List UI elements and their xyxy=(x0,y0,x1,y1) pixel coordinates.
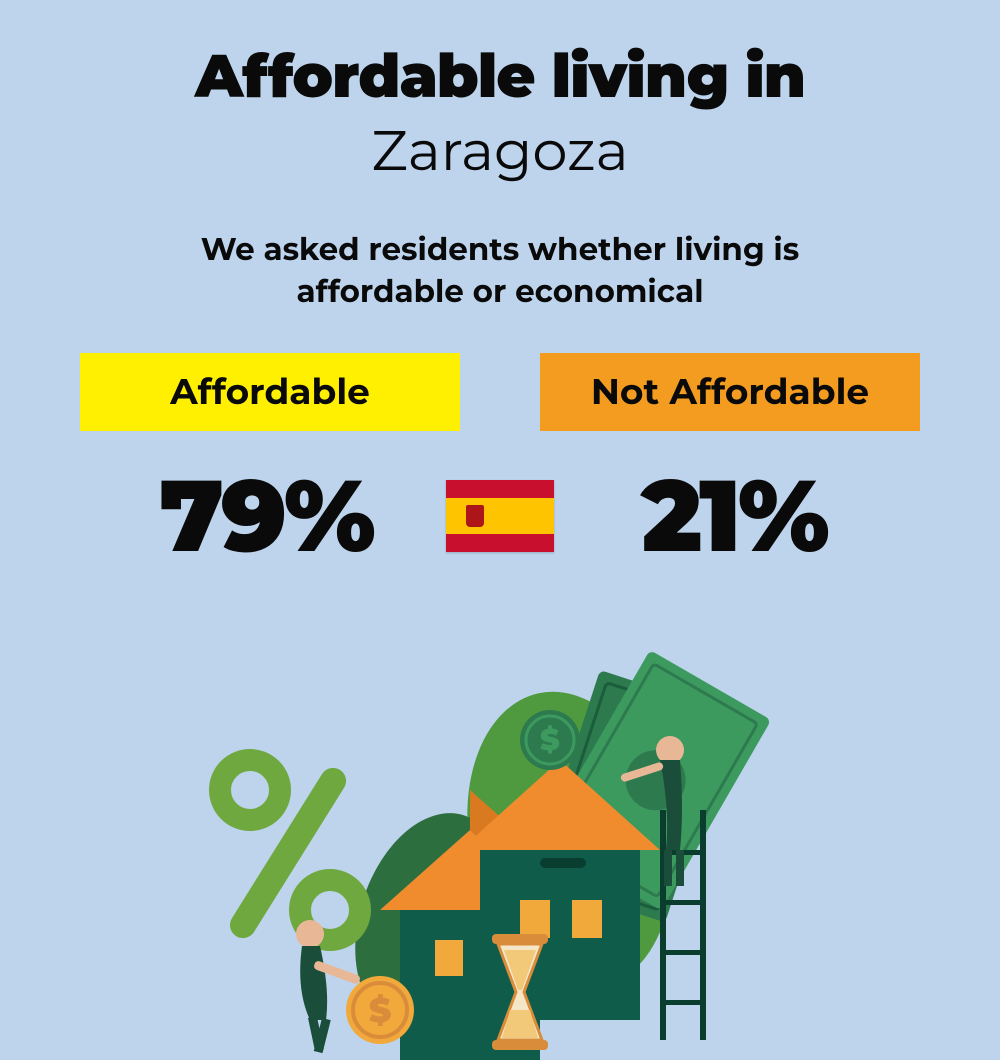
svg-text:$: $ xyxy=(369,989,391,1031)
options-row: Affordable Not Affordable xyxy=(0,353,1000,431)
percents-row: 79% 21% xyxy=(0,455,1000,577)
title-line1: Affordable living in xyxy=(0,40,1000,113)
option-not-affordable-label: Not Affordable xyxy=(591,370,869,414)
header: Affordable living in Zaragoza xyxy=(0,0,1000,185)
spain-flag-icon xyxy=(446,480,554,552)
svg-text:$: $ xyxy=(540,721,560,758)
housing-illustration: $ $ xyxy=(180,640,820,1060)
flag-stripe-top xyxy=(446,480,554,498)
option-affordable: Affordable xyxy=(80,353,460,431)
subtitle: We asked residents whether living is aff… xyxy=(120,229,880,313)
percent-affordable: 79% xyxy=(116,455,416,577)
flag-emblem xyxy=(466,505,484,527)
option-affordable-label: Affordable xyxy=(170,370,370,414)
option-not-affordable: Not Affordable xyxy=(540,353,920,431)
percent-not-affordable: 21% xyxy=(584,455,884,577)
title-line2: Zaragoza xyxy=(0,117,1000,185)
flag-stripe-bottom xyxy=(446,534,554,552)
flag-stripe-mid xyxy=(446,498,554,534)
